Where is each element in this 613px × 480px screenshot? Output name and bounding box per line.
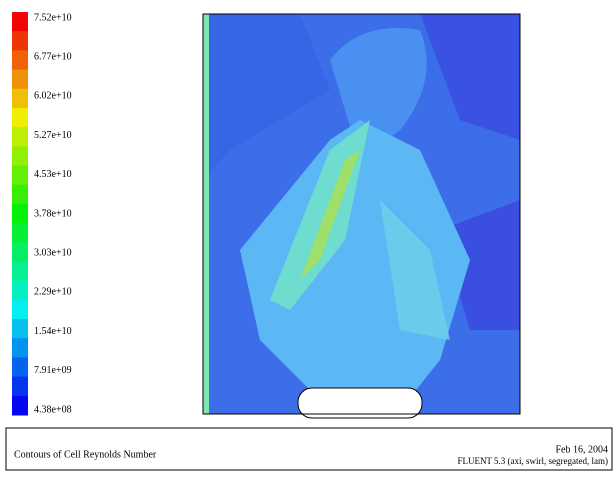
color-block xyxy=(12,12,28,32)
contour-plot xyxy=(203,14,520,418)
color-block xyxy=(12,204,28,224)
colorbar-label: 6.02e+10 xyxy=(34,91,72,102)
color-block xyxy=(12,242,28,262)
colorbar-label: 4.38e+08 xyxy=(34,404,72,415)
color-block xyxy=(12,319,28,339)
color-block xyxy=(12,127,28,147)
color-block xyxy=(12,300,28,320)
color-block xyxy=(12,223,28,243)
color-block xyxy=(12,377,28,397)
colorbar-label: 4.53e+10 xyxy=(34,169,72,180)
colorbar-label: 3.78e+10 xyxy=(34,208,72,219)
color-block xyxy=(12,108,28,128)
footer-title: Contours of Cell Reynolds Number xyxy=(14,449,157,460)
colorbar-label: 1.54e+10 xyxy=(34,326,72,337)
colorbar-label: 2.29e+10 xyxy=(34,287,72,298)
colorbar-label: 3.03e+10 xyxy=(34,247,72,258)
footer-date: Feb 16, 2004 xyxy=(556,444,609,455)
color-block xyxy=(12,146,28,166)
color-block xyxy=(12,185,28,205)
footer-version: FLUENT 5.3 (axi, swirl, segregated, lam) xyxy=(457,456,608,466)
color-block xyxy=(12,50,28,70)
colorbar-label: 6.77e+10 xyxy=(34,51,72,62)
fluent-window: 7.52e+10 6.77e+10 6.02e+10 5.27e+10 4.53e+10… xyxy=(0,0,613,480)
color-block xyxy=(12,89,28,109)
colorbar-label: 5.27e+10 xyxy=(34,130,72,141)
color-block xyxy=(12,70,28,90)
color-block xyxy=(12,166,28,186)
color-block xyxy=(12,281,28,301)
color-block xyxy=(12,261,28,281)
colorbar-label: 7.52e+10 xyxy=(34,12,72,23)
color-block xyxy=(12,31,28,51)
color-block xyxy=(12,338,28,358)
colorbar-label: 7.91e+09 xyxy=(34,365,72,376)
wall xyxy=(203,14,209,414)
color-block xyxy=(12,396,28,416)
color-block xyxy=(12,357,28,377)
